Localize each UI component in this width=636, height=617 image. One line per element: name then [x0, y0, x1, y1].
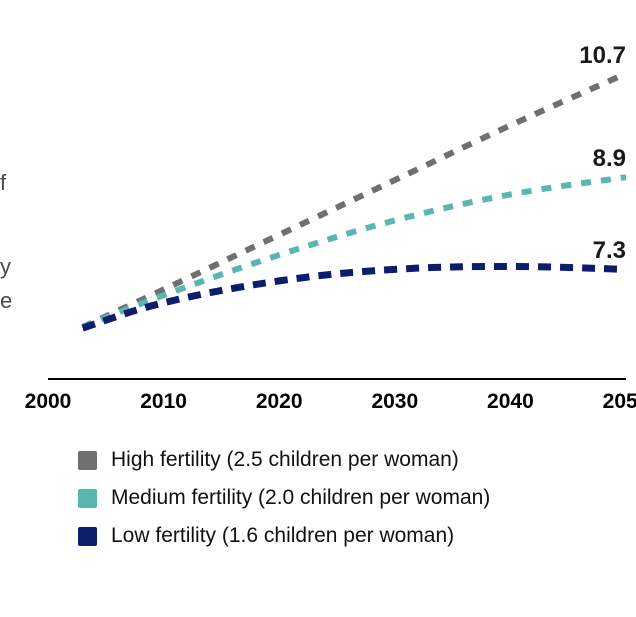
legend-label-medium: Medium fertility (2.0 children per woman… [111, 486, 490, 510]
x-tick: 2020 [256, 390, 303, 414]
side-text-fragment: y [0, 250, 11, 284]
x-tick: 2040 [487, 390, 534, 414]
chart-plot-area [48, 62, 626, 350]
x-tick: 2050 [603, 390, 636, 414]
side-text-fragment: e [0, 284, 12, 318]
series-high [83, 74, 626, 327]
x-axis-line [48, 378, 626, 380]
chart-plot-wrap [48, 62, 626, 350]
end-label-high: 10.7 [570, 42, 626, 70]
side-text-fragment: f [0, 166, 6, 200]
x-tick: 2030 [371, 390, 418, 414]
legend-swatch-high [78, 451, 97, 470]
legend-item-high: High fertility (2.5 children per woman) [78, 448, 490, 472]
chart-svg [48, 62, 626, 350]
end-label-medium: 8.9 [570, 145, 626, 173]
legend: High fertility (2.5 children per woman) M… [78, 448, 490, 562]
chart-figure: fye 10.78.97.3 200020102020203020402050 … [0, 0, 636, 617]
legend-swatch-medium [78, 489, 97, 508]
legend-item-medium: Medium fertility (2.0 children per woman… [78, 486, 490, 510]
legend-swatch-low [78, 527, 97, 546]
x-tick: 2010 [140, 390, 187, 414]
end-label-low: 7.3 [570, 237, 626, 265]
x-tick: 2000 [25, 390, 72, 414]
legend-label-low: Low fertility (1.6 children per woman) [111, 524, 454, 548]
legend-label-high: High fertility (2.5 children per woman) [111, 448, 459, 472]
legend-item-low: Low fertility (1.6 children per woman) [78, 524, 490, 548]
